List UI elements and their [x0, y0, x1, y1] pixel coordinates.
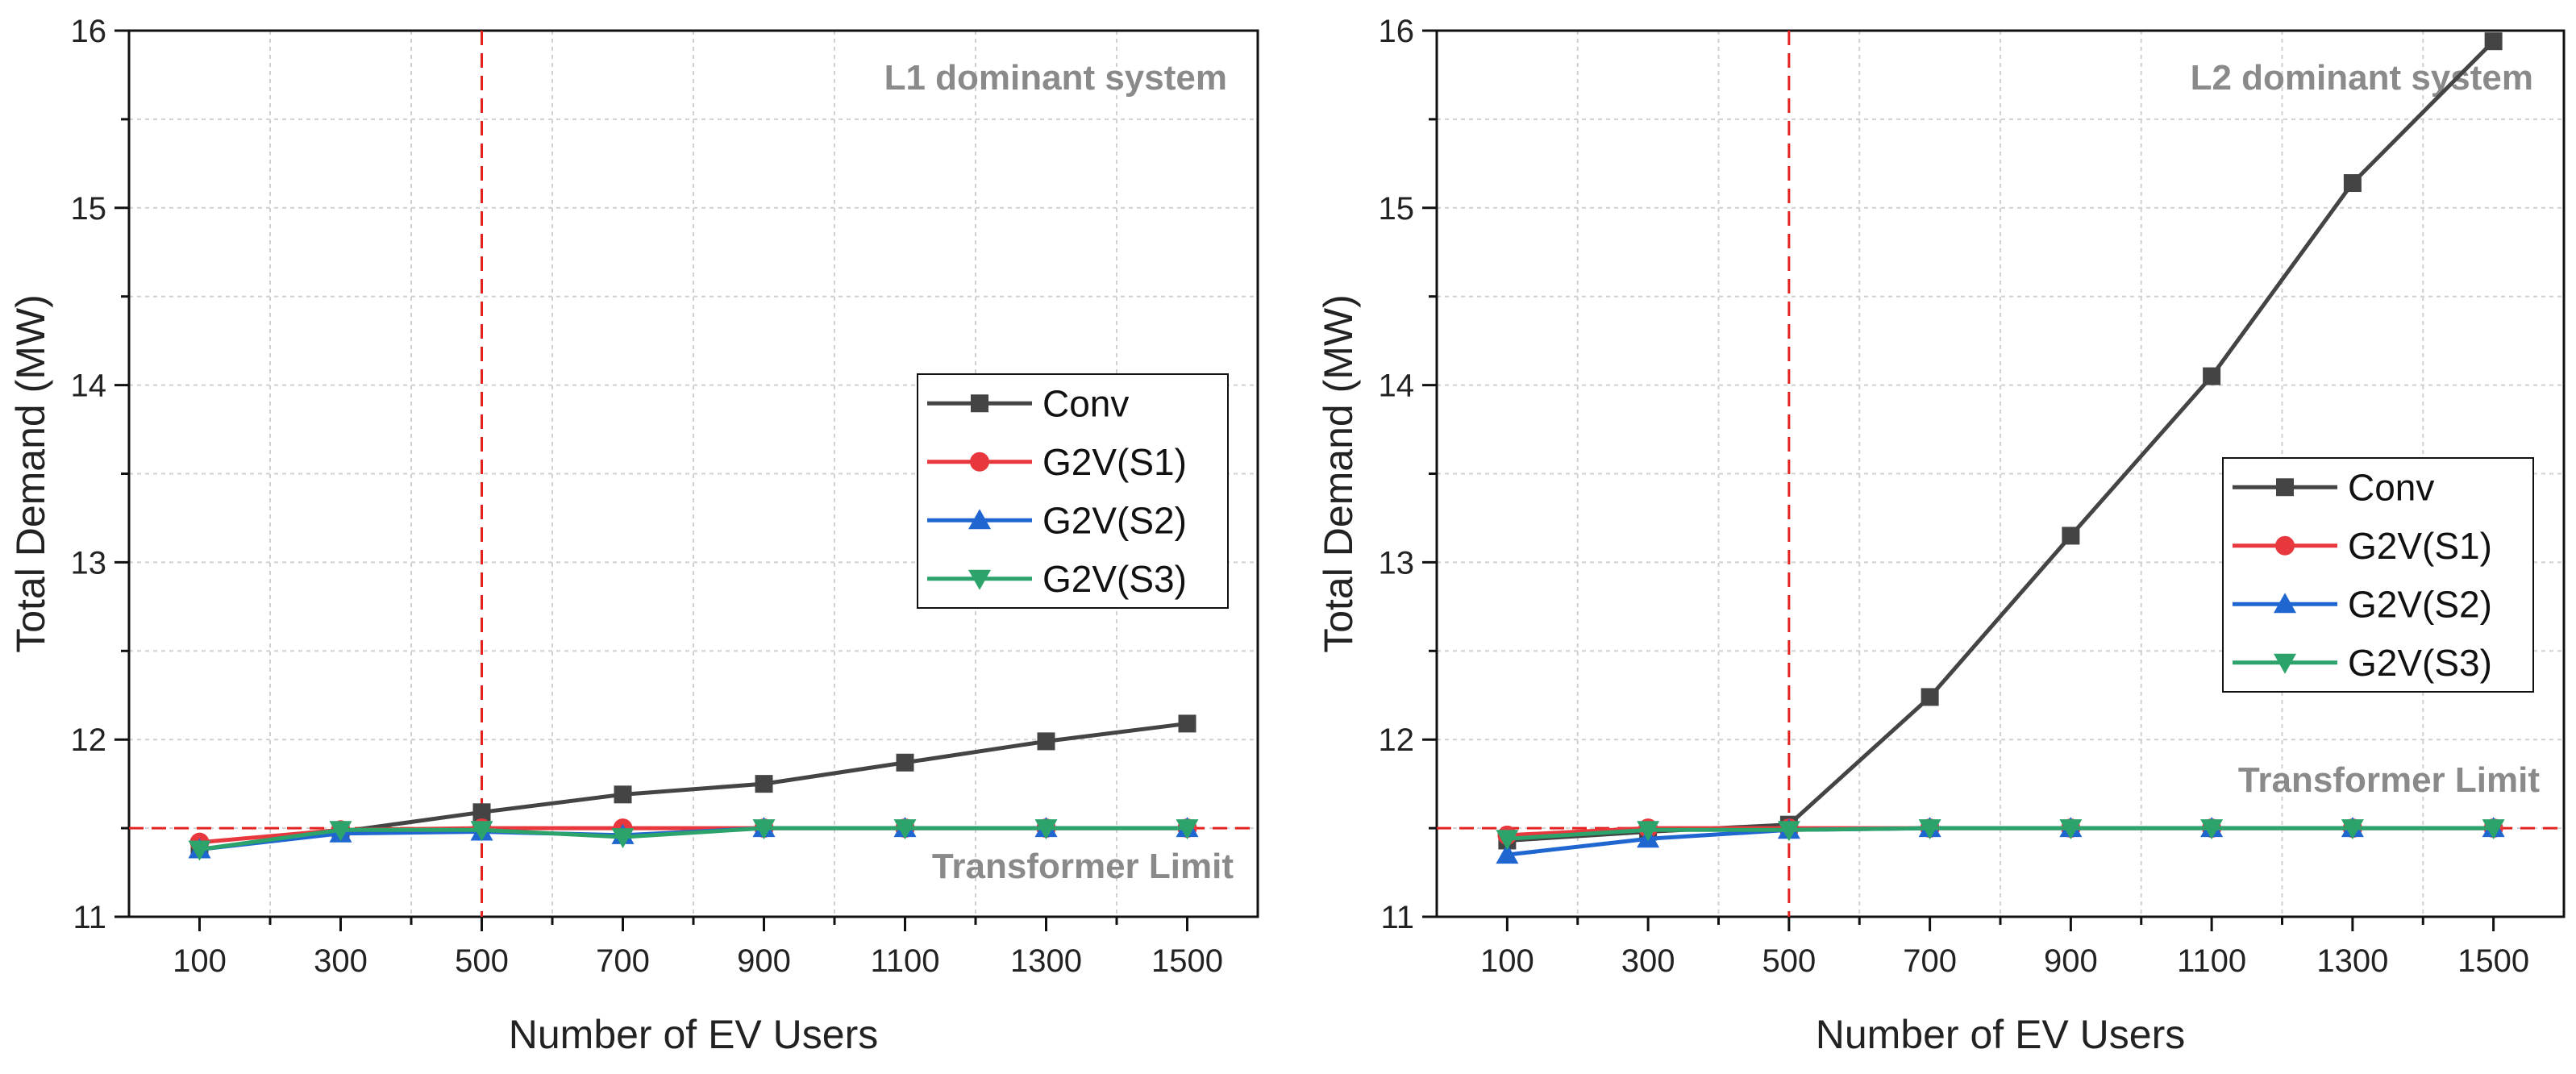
x-tick-label: 1300 [1010, 943, 1082, 979]
x-tick-label: 1300 [2316, 943, 2388, 979]
x-tick-label: 500 [455, 943, 509, 979]
y-tick-label: 13 [71, 545, 107, 581]
transformer-limit-label: Transformer Limit [932, 847, 1234, 886]
data-point [2062, 527, 2080, 545]
data-point [614, 785, 632, 804]
x-tick-label: 1100 [870, 943, 939, 979]
y-tick-label: 15 [1379, 191, 1415, 227]
series-3 [188, 819, 1199, 861]
legend-label: G2V(S3) [1042, 558, 1187, 600]
y-tick-label: 15 [71, 191, 107, 227]
data-point [752, 819, 776, 840]
data-point [1037, 732, 1055, 751]
x-tick-label: 300 [1621, 943, 1675, 979]
data-point [896, 753, 914, 772]
y-tick-label: 16 [1379, 14, 1415, 49]
series-line [199, 826, 1188, 851]
data-point [2341, 819, 2364, 840]
data-point [1178, 714, 1196, 733]
transformer-limit-label: Transformer Limit [2238, 760, 2540, 800]
x-tick-label: 100 [1480, 943, 1534, 979]
data-point [188, 840, 211, 861]
x-axis-title: Number of EV Users [509, 1012, 878, 1057]
legend-label: Conv [2348, 466, 2434, 508]
y-tick-label: 14 [71, 368, 107, 404]
x-tick-label: 500 [1762, 943, 1817, 979]
legend-label: Conv [1042, 382, 1129, 424]
legend-box [2222, 457, 2534, 693]
system-annotation: L1 dominant system [884, 58, 1227, 98]
x-tick-label: 1500 [2457, 943, 2529, 979]
series-line [1507, 826, 2494, 841]
data-point [2343, 174, 2362, 193]
x-tick-label: 1100 [2177, 943, 2246, 979]
data-point [472, 803, 491, 822]
legend-label: G2V(S2) [2348, 583, 2492, 625]
x-tick-label: 900 [737, 943, 791, 979]
y-tick-label: 13 [1379, 545, 1415, 581]
data-point [611, 828, 635, 849]
data-point [1921, 688, 1939, 706]
data-point [1176, 819, 1199, 840]
data-point [2203, 367, 2221, 385]
data-point [1918, 819, 1941, 840]
legend-marker [2274, 593, 2296, 614]
y-tick-label: 11 [1380, 900, 1414, 935]
x-tick-label: 300 [314, 943, 368, 979]
y-tick-label: 14 [1379, 368, 1415, 404]
legend: Conv G2V(S1) G2V(S2) G2V(S3) [917, 373, 1229, 609]
system-annotation: L2 dominant system [2191, 58, 2533, 98]
legend-label: G2V(S3) [2348, 642, 2492, 684]
x-axis-title: Number of EV Users [1816, 1012, 2185, 1057]
y-axis-title: Total Demand (MW) [1316, 294, 1361, 653]
data-point [2482, 819, 2505, 840]
data-point [1637, 821, 1660, 842]
legend-label: G2V(S1) [1042, 441, 1187, 483]
data-point [1777, 821, 1800, 842]
x-tick-label: 1500 [1151, 943, 1223, 979]
legend-marker [970, 452, 989, 472]
legend-box [917, 373, 1229, 609]
legend-label: G2V(S1) [2348, 525, 2492, 567]
data-point [470, 821, 493, 842]
legend-marker [968, 569, 991, 590]
chart-panel-1: 100 300 500 700 900 1100 1300 1500 11 12 13 14 15 16 N… [8, 14, 1259, 1057]
y-axis-title: Total Demand (MW) [8, 294, 53, 653]
legend: Conv G2V(S1) G2V(S2) G2V(S3) [2222, 457, 2534, 693]
series-3 [1496, 819, 2505, 851]
data-point [329, 821, 352, 842]
x-tick-label: 900 [2044, 943, 2098, 979]
x-tick-label: 100 [173, 943, 227, 979]
y-tick-label: 16 [71, 14, 107, 49]
data-point [2059, 819, 2083, 840]
legend-marker [2275, 535, 2295, 556]
y-tick-label: 12 [71, 722, 107, 758]
legend-marker [2276, 478, 2294, 497]
x-tick-label: 700 [1903, 943, 1957, 979]
data-point [755, 775, 773, 793]
data-point [893, 819, 917, 840]
legend-marker [968, 509, 991, 530]
data-point [2200, 819, 2224, 840]
data-point [1496, 830, 1519, 851]
legend-marker [971, 394, 988, 413]
legend-marker [2274, 653, 2296, 674]
data-point [1496, 843, 1519, 864]
legend-label: G2V(S2) [1042, 499, 1187, 541]
x-tick-label: 700 [596, 943, 650, 979]
y-tick-label: 12 [1379, 722, 1415, 758]
data-point [2484, 32, 2503, 51]
chart-panel-2: 100 300 500 700 900 1100 1300 1500 11 12 13 14 15 16 N… [1316, 14, 2566, 1057]
y-tick-label: 11 [73, 900, 106, 935]
data-point [1034, 819, 1058, 840]
